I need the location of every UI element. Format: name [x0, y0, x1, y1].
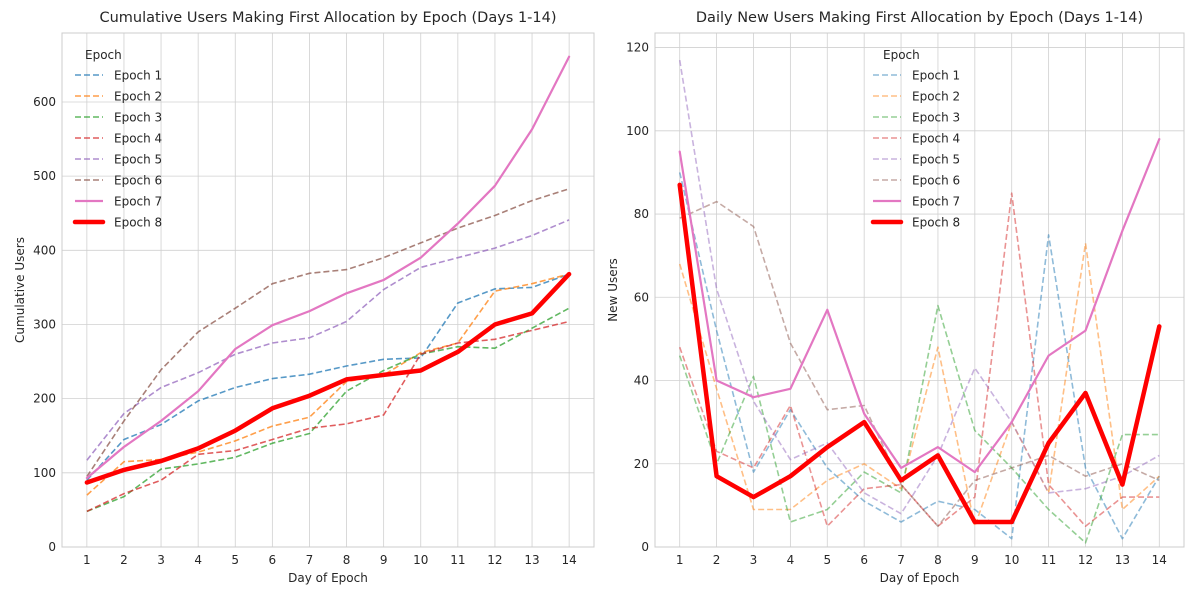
x-axis-label: Day of Epoch [880, 571, 960, 585]
legend-label: Epoch 1 [912, 69, 960, 83]
x-tick-label: 5 [231, 553, 239, 567]
x-tick-label: 9 [380, 553, 388, 567]
series-line-epoch-7 [85, 55, 571, 480]
y-tick-label: 600 [33, 95, 56, 109]
y-tick-label: 80 [634, 207, 649, 221]
x-tick-label: 14 [562, 553, 577, 567]
x-tick-label: 9 [971, 553, 979, 567]
daily-new-users-chart: 1 2 3 4 5 6 7 8 9 10 11 12 13 14020406080100120Daily … [606, 10, 1185, 585]
x-tick-label: 1 [676, 553, 684, 567]
y-axis-label: Cumulative Users [13, 237, 27, 343]
y-tick-label: 100 [33, 466, 56, 480]
x-tick-label: 11 [1041, 553, 1056, 567]
legend-label: Epoch 4 [912, 132, 960, 146]
x-tick-label: 4 [194, 553, 202, 567]
x-tick-label: 1 [83, 553, 91, 567]
x-tick-label: 2 [713, 553, 721, 567]
series-line-epoch-5 [86, 219, 570, 461]
y-tick-label: 0 [48, 540, 56, 554]
series-line-epoch-3 [86, 307, 570, 513]
chart-title: Daily New Users Making First Allocation … [696, 10, 1143, 26]
plot-frame [61, 32, 595, 548]
x-tick-label: 3 [157, 553, 165, 567]
y-tick-label: 100 [626, 124, 649, 138]
x-tick-label: 6 [269, 553, 277, 567]
legend-label: Epoch 3 [912, 111, 960, 125]
series-line-epoch-5 [678, 59, 1160, 515]
y-axis-label: New Users [606, 258, 620, 322]
series-line-epoch-2 [678, 242, 1160, 528]
x-tick-label: 10 [413, 553, 428, 567]
y-tick-label: 200 [33, 392, 56, 406]
legend-label: Epoch 3 [114, 111, 162, 125]
y-tick-label: 400 [33, 243, 56, 257]
series-line-epoch-4 [86, 320, 570, 513]
x-tick-label: 10 [1004, 553, 1019, 567]
legend-label: Epoch 8 [912, 216, 960, 230]
y-tick-label: 500 [33, 169, 56, 183]
x-tick-label: 8 [934, 553, 942, 567]
series-line-epoch-1 [86, 273, 570, 481]
y-tick-label: 300 [33, 317, 56, 331]
x-tick-label: 2 [120, 553, 128, 567]
series-line-epoch-4 [678, 192, 1160, 528]
y-tick-label: 120 [626, 41, 649, 55]
y-tick-label: 40 [634, 374, 649, 388]
series-line-epoch-6 [86, 188, 570, 477]
legend-label: Epoch 7 [114, 195, 162, 209]
series-line-epoch-6 [679, 200, 1160, 528]
x-tick-label: 12 [1078, 553, 1093, 567]
x-tick-label: 7 [897, 553, 905, 567]
series-line-epoch-8 [84, 271, 572, 485]
chart-title: Cumulative Users Making First Allocation… [99, 10, 556, 26]
legend: Epoch Epoch 1 Epoch 2 Epoch 3 Epoch 4 Epoch 5… [870, 48, 960, 230]
x-tick-label: 4 [787, 553, 795, 567]
x-tick-label: 6 [860, 553, 868, 567]
y-tick-label: 0 [641, 540, 649, 554]
x-tick-label: 5 [823, 553, 831, 567]
x-tick-label: 13 [524, 553, 539, 567]
series-line-epoch-8 [677, 182, 1162, 525]
x-axis-label: Day of Epoch [288, 571, 368, 585]
legend-label: Epoch 7 [912, 195, 960, 209]
x-tick-label: 11 [450, 553, 465, 567]
legend-label: Epoch 2 [114, 90, 162, 104]
cumulative-users-chart: 1 2 3 4 5 6 7 8 9 10 11 12 13 140100200300400500600Cu… [13, 10, 595, 585]
legend-label: Epoch 2 [912, 90, 960, 104]
x-tick-label: 13 [1115, 553, 1130, 567]
plot-frame [654, 32, 1185, 548]
series-line-epoch-1 [678, 172, 1160, 540]
legend-label: Epoch 5 [912, 153, 960, 167]
legend-label: Epoch 6 [912, 174, 960, 188]
legend-label: Epoch 4 [114, 132, 162, 146]
series-line-epoch-3 [678, 304, 1160, 544]
x-tick-label: 12 [487, 553, 502, 567]
x-tick-label: 7 [306, 553, 314, 567]
y-tick-label: 60 [634, 290, 649, 304]
series-line-epoch-7 [678, 138, 1161, 474]
legend-title: Epoch [85, 48, 122, 62]
legend-label: Epoch 8 [114, 216, 162, 230]
legend-title: Epoch [883, 48, 920, 62]
legend-label: Epoch 5 [114, 153, 162, 167]
x-tick-label: 8 [343, 553, 351, 567]
legend-label: Epoch 6 [114, 174, 162, 188]
x-tick-label: 3 [750, 553, 758, 567]
legend: Epoch Epoch 1 Epoch 2 Epoch 3 Epoch 4 Epoch 5… [72, 48, 162, 230]
x-tick-label: 14 [1152, 553, 1167, 567]
legend-label: Epoch 1 [114, 69, 162, 83]
y-tick-label: 20 [634, 457, 649, 471]
